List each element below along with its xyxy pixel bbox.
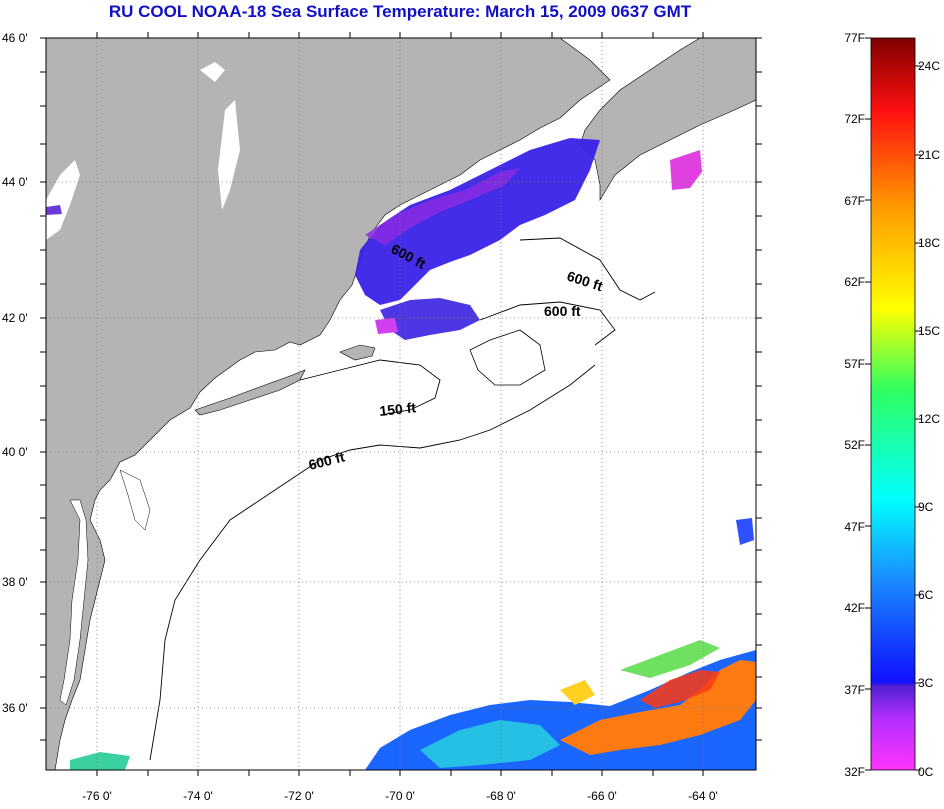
lat-label: 46 0' <box>2 31 28 45</box>
colorbar-f-label: 42F <box>844 601 865 615</box>
map-title: RU COOL NOAA-18 Sea Surface Temperature:… <box>108 2 692 21</box>
land-cape-cod <box>339 344 376 361</box>
contour-line <box>469 329 546 386</box>
sst-magenta-patch <box>375 318 398 334</box>
lon-label: -76 0' <box>82 789 112 803</box>
lat-label: 36 0' <box>2 701 28 715</box>
lon-label: -66 0' <box>587 789 617 803</box>
lat-label: 44 0' <box>2 175 28 189</box>
colorbar-f-label: 37F <box>844 683 865 697</box>
sst-nova-scotia-shelf <box>670 150 702 190</box>
sst-gulf-of-maine-purple <box>365 168 520 245</box>
contour-label: 150 ft <box>379 399 417 419</box>
lake <box>218 100 240 210</box>
colorbar-c-label: 6C <box>918 588 934 602</box>
contour-line <box>149 364 596 761</box>
lon-label: -72 0' <box>284 789 314 803</box>
land-mainland <box>46 38 611 770</box>
colorbar-f-label: 77F <box>844 31 865 45</box>
sst-georges-patch <box>380 298 480 340</box>
lake <box>46 160 80 240</box>
contour-label: 600 ft <box>544 303 581 319</box>
colorbar-f-label: 47F <box>844 520 865 534</box>
lon-label: -74 0' <box>183 789 213 803</box>
colorbar-f-label: 62F <box>844 275 865 289</box>
colorbar-c-label: 18C <box>918 236 940 250</box>
colorbar-c-label: 21C <box>918 148 940 162</box>
lat-label: 40 0' <box>2 445 28 459</box>
colorbar-ticks <box>865 37 921 771</box>
colorbar-f-label: 52F <box>844 438 865 452</box>
lon-label: -64 0' <box>688 789 718 803</box>
sst-gulf-stream-green <box>620 640 720 678</box>
colorbar-c-label: 9C <box>918 500 934 514</box>
lon-label: -68 0' <box>486 789 516 803</box>
sst-gulf-of-maine <box>355 138 600 305</box>
contour-line <box>479 301 616 346</box>
lake <box>200 62 225 82</box>
sst-southwest-patch <box>70 752 130 770</box>
colorbar-f-label: 32F <box>844 765 865 779</box>
colorbar-c-label: 15C <box>918 324 940 338</box>
sst-small-patch <box>46 205 62 215</box>
contour-line <box>519 237 656 301</box>
sst-east-patch <box>736 518 754 545</box>
colorbar-f-label: 72F <box>844 112 865 126</box>
colorbar-c-label: 3C <box>918 676 934 690</box>
contour-line <box>299 359 441 416</box>
lat-ticks <box>40 37 762 741</box>
sst-gulf-stream-red <box>640 670 720 708</box>
colorbar-f-label: 57F <box>844 357 865 371</box>
water-chesapeake <box>59 499 89 706</box>
lat-label: 42 0' <box>2 311 28 325</box>
colorbar-c-label: 24C <box>918 59 940 73</box>
lon-label: -70 0' <box>385 789 415 803</box>
lat-label: 38 0' <box>2 575 28 589</box>
sst-gulf-stream-cyan <box>420 720 560 768</box>
sst-gulf-stream-yellow <box>560 680 595 705</box>
map-frame <box>45 37 757 771</box>
colorbar-c-label: 12C <box>918 412 940 426</box>
colorbar <box>870 37 916 771</box>
lon-ticks <box>96 32 704 776</box>
colorbar-f-label: 67F <box>844 194 865 208</box>
water-delaware-bay <box>119 469 151 531</box>
colorbar-c-label: 0C <box>918 765 934 779</box>
